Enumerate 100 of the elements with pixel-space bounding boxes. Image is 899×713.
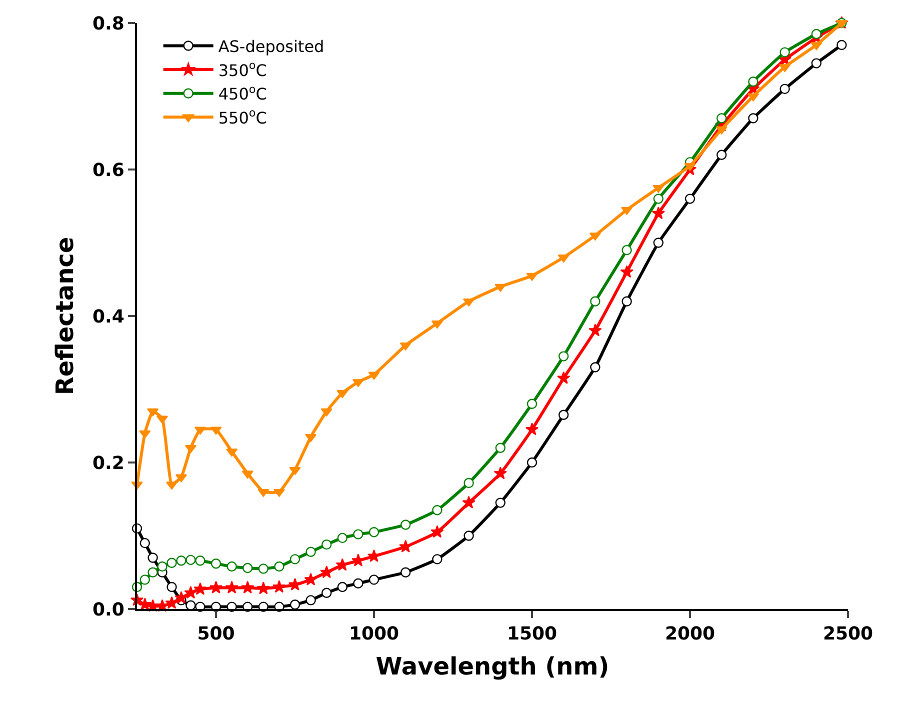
point [242,562,253,574]
point [336,390,348,398]
point [526,398,538,409]
point [140,574,150,585]
legend-label: 350$^{o}$C [218,59,267,80]
point [290,554,300,564]
point [226,448,238,457]
legend-label: 450$^{o}$C [218,82,267,104]
point [748,113,758,124]
y-axis-title: Reflectance [51,236,80,396]
point [290,600,300,610]
point [157,561,168,572]
point [526,272,538,281]
point [780,47,790,58]
point [526,457,538,468]
point [274,561,284,572]
y-tick-label: 0.4 [92,306,124,328]
x-axis-title: Wavelength (nm) [376,652,610,680]
point [241,580,254,594]
point [210,558,222,569]
point [352,379,364,388]
x-tick-label: 2500 [822,624,874,645]
point [780,84,790,94]
point [304,572,318,586]
point [322,588,332,598]
point [464,478,474,488]
point [590,296,600,306]
point [336,558,349,571]
point [226,561,237,572]
point [306,595,316,606]
point [684,162,696,171]
point [209,580,223,594]
point [558,410,569,420]
point [186,600,196,610]
point [225,580,238,594]
y-tick-label: 0.2 [92,452,124,474]
point [353,578,364,588]
point [306,546,316,557]
x-tick-label: 1500 [506,624,558,645]
point [256,582,270,594]
point [589,232,601,241]
point [716,126,728,134]
point [495,442,506,453]
point [258,488,270,497]
point [836,40,847,50]
point [432,554,442,564]
x-tick-label: 500 [197,624,235,645]
point [811,28,822,40]
point [337,582,348,592]
point [242,470,254,479]
point [684,194,696,204]
point [620,265,634,278]
point [147,408,159,416]
point [621,206,633,215]
point [653,238,664,248]
point [258,564,268,574]
y-tick-label: 0.0 [92,599,124,620]
point [322,539,332,550]
point [337,532,348,544]
point [165,596,178,609]
point [368,574,380,585]
x-tick-label: 1000 [348,624,400,645]
point [166,582,177,592]
point [779,64,791,72]
point [272,580,286,593]
point [716,150,727,160]
point [525,422,539,436]
point [400,567,411,578]
point [184,586,198,599]
point [400,520,411,530]
point [811,58,822,68]
point [590,362,600,372]
point [430,525,444,538]
point [166,558,177,568]
point [140,538,150,548]
point [494,466,507,480]
point [273,488,285,497]
point [210,426,222,435]
point [399,540,412,552]
point [494,284,506,292]
point [353,529,364,540]
legend-label: 550$^{o}$C [218,106,267,128]
point [186,554,196,566]
point [431,320,443,328]
point [653,194,664,204]
point [289,466,301,475]
point [622,296,632,306]
point [716,113,727,124]
point [368,526,380,538]
x-tick-label: 2000 [664,624,716,645]
point [174,591,188,604]
point [195,556,206,566]
point [495,498,506,508]
point [320,408,332,416]
point [194,582,207,595]
point [176,556,186,566]
point [652,184,664,193]
legend-label: AS-deposited [218,37,324,56]
point [432,505,442,516]
point [558,351,569,362]
